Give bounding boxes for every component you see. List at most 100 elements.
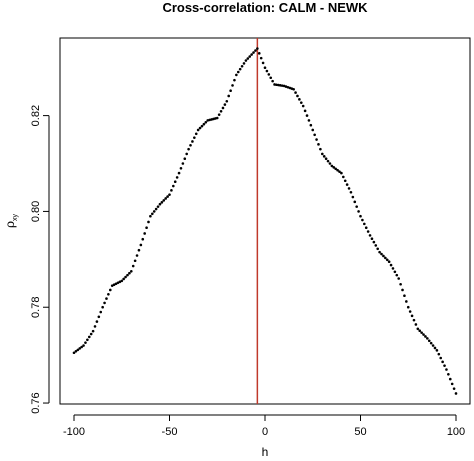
y-axis: 0.76 0.78 0.80 0.82 <box>30 105 50 414</box>
data-point <box>454 392 458 395</box>
data-point <box>330 164 334 168</box>
data-point <box>185 152 188 156</box>
y-tick-label: 0.82 <box>30 105 42 126</box>
data-point <box>447 373 450 376</box>
data-point <box>433 346 437 350</box>
data-point <box>353 200 357 204</box>
data-point <box>370 237 374 241</box>
data-point <box>137 248 141 252</box>
data-point <box>399 282 402 286</box>
data-point <box>345 183 349 186</box>
x-tick-label: 100 <box>447 426 465 438</box>
data-point <box>223 103 227 106</box>
data-point <box>361 218 364 222</box>
data-point <box>215 116 219 120</box>
data-point <box>135 254 139 257</box>
data-point <box>382 254 385 258</box>
data-point <box>292 87 295 91</box>
data-point <box>256 47 259 50</box>
data-point <box>168 193 171 196</box>
data-point <box>89 332 93 336</box>
data-point <box>196 128 200 132</box>
data-point <box>368 234 372 237</box>
data-point <box>359 214 362 218</box>
data-point <box>439 356 443 360</box>
y-tick-label: 0.76 <box>30 392 42 413</box>
data-point <box>452 387 456 390</box>
data-point <box>406 305 410 309</box>
data-point <box>158 202 162 206</box>
data-point <box>429 341 433 345</box>
cross-correlation-points <box>72 47 458 395</box>
data-point <box>166 195 169 198</box>
data-point <box>122 277 125 281</box>
x-axis: -100 -50 0 50 100 <box>63 414 465 438</box>
data-point <box>265 69 269 73</box>
data-point <box>202 122 206 126</box>
data-point <box>84 341 87 344</box>
data-point <box>387 260 391 264</box>
data-point <box>426 337 429 340</box>
data-point <box>336 168 339 172</box>
y-tick-label: 0.78 <box>30 297 42 318</box>
data-point <box>151 212 154 216</box>
data-point <box>326 159 330 163</box>
data-point <box>164 197 167 200</box>
data-point <box>263 66 267 69</box>
y-tick-label: 0.80 <box>30 201 42 222</box>
data-point <box>107 293 110 296</box>
data-point <box>366 230 370 233</box>
data-point <box>303 109 307 113</box>
data-point <box>227 94 231 98</box>
data-point <box>126 273 129 277</box>
data-point <box>338 170 341 173</box>
data-point <box>78 347 82 350</box>
data-point <box>170 189 173 192</box>
data-point <box>395 273 399 277</box>
data-point <box>299 101 303 104</box>
data-point <box>420 331 423 334</box>
data-point <box>385 258 389 262</box>
data-point <box>321 152 324 156</box>
x-tick-label: -100 <box>63 426 85 438</box>
data-point <box>238 67 242 71</box>
data-point <box>225 99 229 103</box>
data-point <box>91 329 95 333</box>
data-point <box>309 123 313 127</box>
data-point <box>343 179 347 183</box>
data-point <box>278 84 282 87</box>
data-point <box>280 84 284 87</box>
chart-title: Cross-correlation: CALM - NEWK <box>162 0 368 15</box>
data-point <box>231 84 234 87</box>
data-point <box>355 205 358 208</box>
data-point <box>74 350 78 353</box>
data-point <box>334 167 337 171</box>
x-tick-label: -50 <box>162 426 178 438</box>
x-axis-label: h <box>262 445 269 459</box>
data-point <box>271 79 274 83</box>
data-point <box>414 323 418 326</box>
data-point <box>376 247 379 251</box>
data-point <box>108 288 112 292</box>
data-point <box>332 166 336 169</box>
data-point <box>72 351 76 355</box>
data-point <box>437 352 441 356</box>
data-point <box>418 329 422 333</box>
data-point <box>235 73 238 77</box>
data-point <box>393 270 397 274</box>
data-point <box>259 56 263 60</box>
data-point <box>257 52 261 55</box>
data-point <box>441 360 444 364</box>
data-point <box>95 320 99 323</box>
x-tick-label: 0 <box>262 426 268 438</box>
data-point <box>378 250 381 254</box>
data-point <box>364 226 368 230</box>
data-point <box>374 244 378 247</box>
data-point <box>154 207 158 211</box>
data-point <box>189 144 192 147</box>
data-point <box>248 55 252 58</box>
data-point <box>307 119 311 122</box>
data-point <box>80 345 83 349</box>
data-point <box>152 210 156 213</box>
data-point <box>319 147 322 151</box>
